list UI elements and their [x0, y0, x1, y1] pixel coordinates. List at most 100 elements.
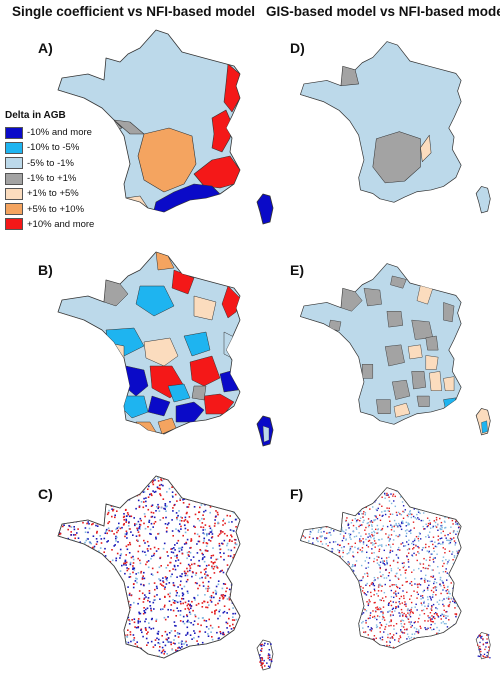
dot [381, 545, 383, 548]
dot [360, 579, 363, 582]
dot [181, 592, 184, 594]
dot [373, 515, 376, 517]
dot [463, 565, 464, 566]
dot [149, 548, 152, 550]
dot [370, 520, 373, 522]
dot [440, 618, 442, 620]
dot [345, 520, 347, 522]
dot [194, 513, 197, 516]
dot [163, 507, 165, 510]
dot [329, 567, 332, 569]
dot [304, 582, 306, 585]
dot [306, 557, 309, 559]
dot [188, 608, 190, 611]
dot [88, 527, 91, 530]
dot [184, 608, 187, 610]
legend-label: -1% to +1% [27, 173, 77, 185]
dot [427, 620, 429, 622]
dot [84, 611, 87, 613]
dot [82, 490, 84, 492]
dot [144, 620, 146, 623]
dot [217, 521, 219, 524]
dot [59, 651, 61, 654]
dot [417, 621, 419, 623]
dot [261, 662, 263, 664]
dot [464, 599, 465, 600]
dot [297, 585, 298, 586]
dot [196, 485, 198, 488]
dot [297, 568, 298, 569]
dot [452, 562, 455, 565]
dot [58, 623, 59, 625]
dot [379, 566, 381, 569]
dot [300, 607, 302, 610]
dot [355, 528, 358, 530]
dot [342, 551, 344, 554]
dot [415, 545, 417, 547]
dot [237, 578, 240, 580]
dot [375, 624, 378, 626]
dot [183, 585, 186, 588]
legend-swatch [5, 172, 23, 185]
dot [338, 550, 341, 552]
dot [220, 532, 222, 534]
dot [428, 551, 430, 554]
dot [377, 556, 380, 558]
dot [239, 517, 240, 520]
dot [486, 641, 488, 644]
dot [86, 500, 89, 503]
dot [188, 551, 190, 553]
dot [389, 564, 391, 567]
dot [351, 600, 354, 602]
dot [374, 609, 377, 612]
dot [138, 527, 140, 529]
dot [323, 577, 326, 580]
dot [153, 582, 156, 584]
dot [76, 634, 78, 637]
dot [119, 647, 122, 649]
dot [219, 597, 221, 599]
dot [208, 564, 210, 566]
dot [445, 590, 447, 592]
dot [401, 644, 404, 647]
dot [319, 486, 320, 487]
dot [457, 494, 459, 496]
dot [166, 641, 169, 643]
dot [137, 499, 140, 502]
dot [337, 519, 339, 522]
dot [75, 480, 77, 483]
dot [83, 558, 85, 561]
dot [132, 565, 134, 567]
dot [383, 631, 385, 633]
dot [182, 502, 185, 504]
dot [354, 564, 357, 566]
legend-label: +1% to +5% [27, 188, 79, 200]
dot [438, 603, 440, 606]
dot [224, 492, 226, 494]
dot [434, 525, 437, 527]
dot [308, 487, 310, 490]
dot [320, 523, 322, 525]
dot [129, 606, 132, 609]
dot [427, 534, 429, 536]
dot [312, 618, 315, 620]
dot [188, 611, 191, 614]
dot [457, 581, 459, 583]
dot [368, 489, 371, 491]
dot [231, 521, 233, 523]
dot [171, 648, 174, 651]
dot [381, 610, 383, 613]
dot [403, 597, 405, 600]
dot [209, 506, 212, 508]
dot [150, 573, 153, 575]
dot [374, 601, 376, 604]
dot [337, 562, 339, 564]
map-panel-f [297, 486, 491, 660]
dot [317, 506, 319, 508]
dot [233, 480, 236, 483]
dot [87, 521, 89, 523]
dot [392, 601, 394, 603]
dot [419, 538, 422, 540]
dot [316, 539, 318, 541]
dot [370, 627, 373, 629]
